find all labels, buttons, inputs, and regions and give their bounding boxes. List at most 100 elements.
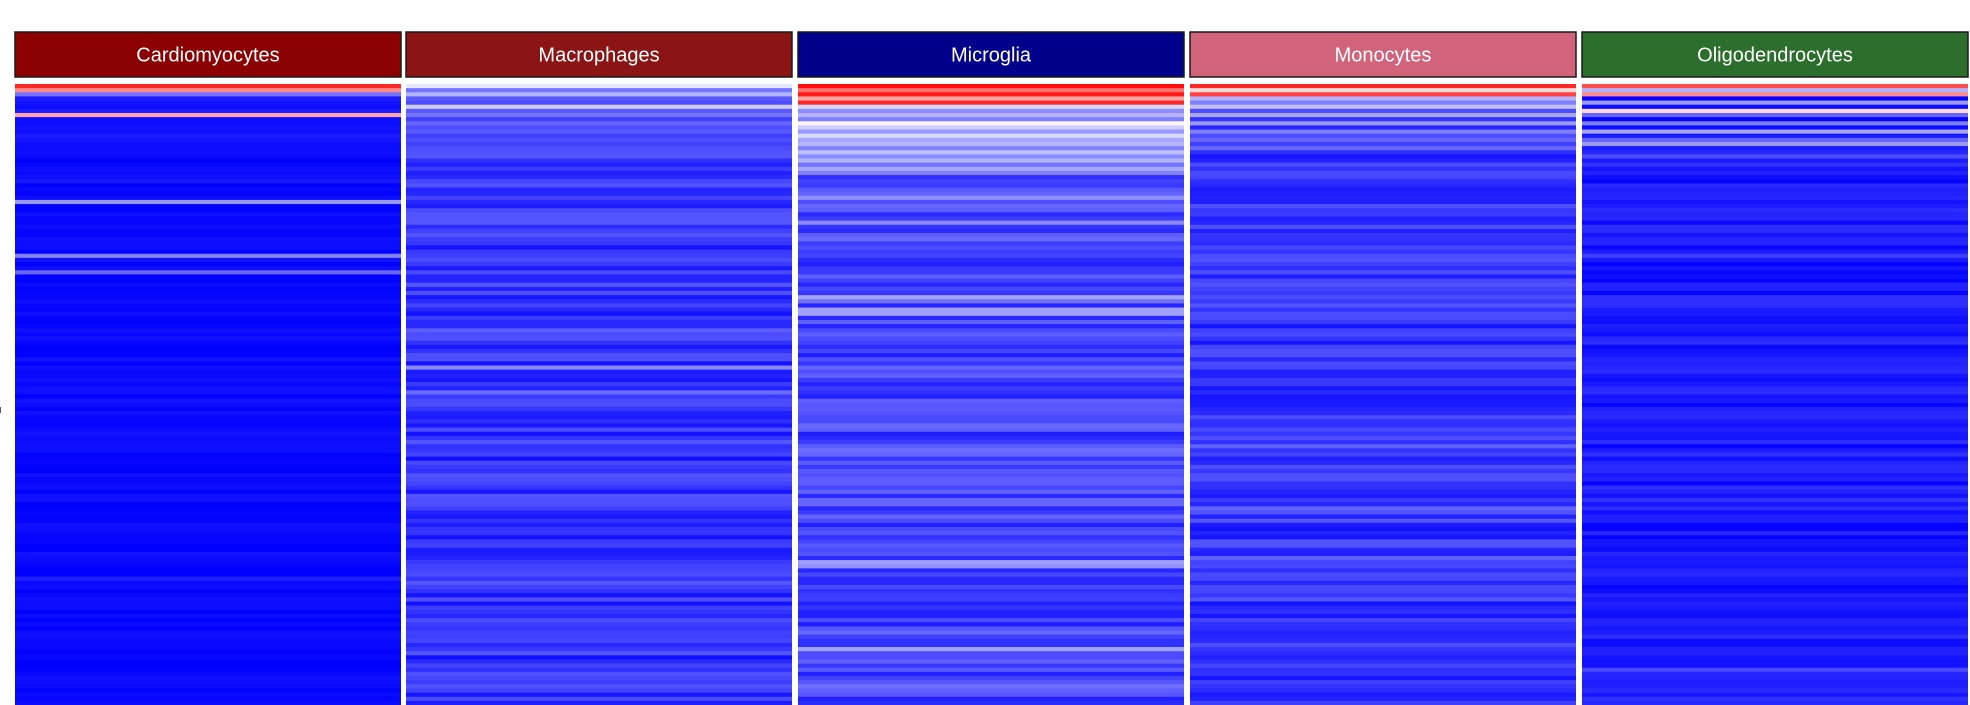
heatmap-cell	[406, 564, 792, 569]
heatmap-cell	[1190, 278, 1576, 284]
heatmap-cell	[798, 282, 1184, 288]
heatmap-cell	[1582, 315, 1968, 321]
heatmap-cell	[798, 659, 1184, 664]
heatmap-cell	[406, 241, 792, 246]
heatmap-cell	[406, 332, 792, 337]
heatmap-cell	[15, 444, 401, 449]
heatmap-cell	[1190, 481, 1576, 486]
heatmap-cell	[1190, 543, 1576, 549]
heatmap-cell	[15, 307, 401, 313]
heatmap-cell	[15, 477, 401, 482]
heatmap-cell	[406, 514, 792, 520]
heatmap-cell	[1190, 208, 1576, 213]
heatmap-cell	[15, 696, 401, 702]
heatmap-cell	[798, 187, 1184, 192]
heatmap-cell	[798, 514, 1184, 520]
heatmap-cell	[406, 282, 792, 288]
heatmap-cell	[1582, 373, 1968, 379]
heatmap-cell	[1190, 125, 1576, 130]
heatmap-cell	[798, 382, 1184, 387]
heatmap-cell	[1582, 216, 1968, 221]
heatmap-cell	[1190, 696, 1576, 702]
heatmap-cell	[15, 522, 401, 528]
heatmap-cell	[1190, 605, 1576, 611]
heatmap-cell	[1190, 415, 1576, 420]
heatmap-cell	[15, 684, 401, 689]
strip-header	[14, 31, 402, 78]
heatmap-cell	[406, 199, 792, 205]
heatmap-cell	[798, 601, 1184, 606]
heatmap-cell	[1190, 526, 1576, 532]
heatmap-cell	[406, 295, 792, 300]
heatmap-cell	[15, 158, 401, 164]
heatmap-cell	[406, 626, 792, 631]
heatmap-cell	[1190, 597, 1576, 602]
heatmap-cell	[15, 510, 401, 515]
heatmap-cell	[15, 224, 401, 230]
heatmap-cell	[798, 411, 1184, 416]
heatmap-cell	[798, 663, 1184, 669]
heatmap-cell	[406, 493, 792, 499]
heatmap-cell	[798, 700, 1184, 705]
heatmap-cell	[1582, 663, 1968, 669]
heatmap-cell	[798, 278, 1184, 284]
heatmap-cell	[798, 460, 1184, 466]
heatmap-cell	[406, 580, 792, 586]
heatmap-cell	[798, 543, 1184, 549]
heatmap-cell	[406, 680, 792, 685]
heatmap-cell	[1190, 150, 1576, 155]
heatmap-cell	[406, 543, 792, 549]
heatmap-cell	[15, 469, 401, 474]
heatmap-cell	[1582, 398, 1968, 404]
heatmap-cell	[15, 427, 401, 433]
heatmap-cell	[1582, 183, 1968, 188]
heatmap-cell	[1190, 241, 1576, 246]
heatmap-cell	[15, 373, 401, 379]
heatmap-cell	[1582, 282, 1968, 288]
heatmap-cell	[15, 613, 401, 619]
heatmap-cell	[1582, 348, 1968, 354]
heatmap-cell	[1582, 307, 1968, 313]
heatmap-cell	[798, 580, 1184, 586]
heatmap-cell	[15, 278, 401, 284]
heatmap-cell	[1190, 444, 1576, 449]
heatmap-cell	[406, 452, 792, 457]
heatmap-cell	[406, 423, 792, 428]
heatmap-cell	[15, 601, 401, 606]
heatmap-cell	[798, 357, 1184, 362]
heatmap-cell	[1190, 448, 1576, 453]
heatmap-cell	[406, 175, 792, 180]
heatmap-cell	[1190, 307, 1576, 313]
heatmap-cell	[798, 307, 1184, 313]
heatmap-cell	[798, 593, 1184, 598]
heatmap-cell	[406, 324, 792, 329]
heatmap-cell	[15, 630, 401, 635]
heatmap-cell	[1582, 233, 1968, 238]
heatmap-cell	[798, 489, 1184, 495]
heatmap-cell	[1582, 671, 1968, 677]
heatmap-cell	[1582, 481, 1968, 486]
heatmap-cell	[1582, 133, 1968, 139]
heatmap-cell	[1582, 547, 1968, 553]
heatmap-cell	[1190, 402, 1576, 408]
heatmap-cell	[798, 526, 1184, 532]
heatmap-cell	[406, 431, 792, 437]
heatmap-cell	[1190, 220, 1576, 226]
heatmap-cell	[406, 274, 792, 279]
heatmap-cell	[1190, 493, 1576, 499]
heatmap-cell	[1582, 489, 1968, 495]
heatmap-cell	[15, 274, 401, 279]
heatmap-cell	[406, 448, 792, 453]
heatmap-cell	[406, 319, 792, 325]
heatmap-cell	[406, 262, 792, 267]
heatmap-cell	[1190, 104, 1576, 110]
heatmap-cell	[1190, 274, 1576, 279]
heatmap-cell	[1582, 187, 1968, 192]
heatmap-cell	[798, 348, 1184, 354]
heatmap-cell	[406, 141, 792, 147]
heatmap-cell	[1190, 452, 1576, 457]
heatmap-cell	[798, 535, 1184, 540]
heatmap-cell	[1190, 551, 1576, 557]
heatmap-cell	[1582, 518, 1968, 524]
heatmap-cell	[1582, 386, 1968, 391]
